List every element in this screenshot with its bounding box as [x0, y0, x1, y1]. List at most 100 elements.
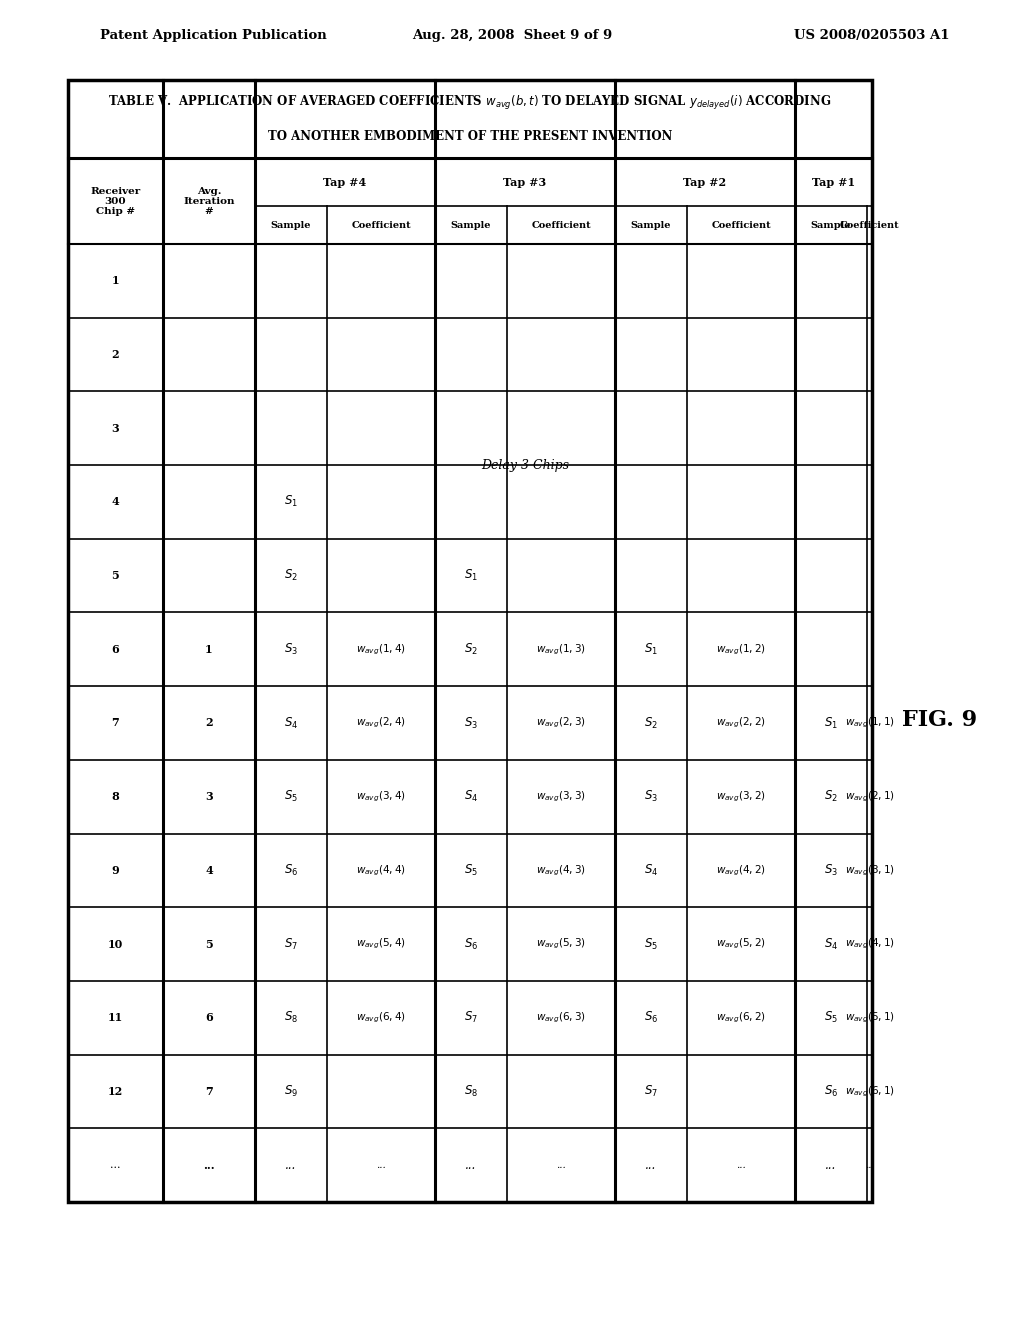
Text: 1: 1 [205, 644, 213, 655]
Text: 4: 4 [205, 865, 213, 876]
Text: 5: 5 [112, 570, 120, 581]
Text: Tap #1: Tap #1 [812, 177, 855, 187]
Text: $\mathit{S}_{1}$: $\mathit{S}_{1}$ [284, 495, 298, 510]
Text: $\mathit{S}_{1}$: $\mathit{S}_{1}$ [824, 715, 838, 730]
Text: $\mathit{w}_{avg}(5,3)$: $\mathit{w}_{avg}(5,3)$ [537, 937, 586, 952]
Text: $\mathit{w}_{avg}(5,2)$: $\mathit{w}_{avg}(5,2)$ [716, 937, 766, 952]
Text: Coefficient: Coefficient [351, 220, 411, 230]
Text: Aug. 28, 2008  Sheet 9 of 9: Aug. 28, 2008 Sheet 9 of 9 [412, 29, 612, 41]
Text: $\mathit{w}_{avg}(5,1)$: $\mathit{w}_{avg}(5,1)$ [845, 1011, 894, 1024]
Text: $\mathit{w}_{avg}(3,4)$: $\mathit{w}_{avg}(3,4)$ [356, 789, 406, 804]
Text: $\mathit{S}_{5}$: $\mathit{S}_{5}$ [644, 936, 658, 952]
Text: Receiver: Receiver [90, 186, 140, 195]
Text: $\mathit{S}_{3}$: $\mathit{S}_{3}$ [284, 642, 298, 657]
Text: $\mathit{S}_{2}$: $\mathit{S}_{2}$ [464, 642, 478, 657]
Text: $\mathit{w}_{avg}(4,3)$: $\mathit{w}_{avg}(4,3)$ [537, 863, 586, 878]
Text: $\mathit{S}_{3}$: $\mathit{S}_{3}$ [644, 789, 658, 804]
Text: $\mathit{S}_{5}$: $\mathit{S}_{5}$ [824, 1010, 838, 1026]
Text: $\mathit{w}_{avg}(5,4)$: $\mathit{w}_{avg}(5,4)$ [356, 937, 406, 952]
Text: $\mathit{S}_{5}$: $\mathit{S}_{5}$ [464, 863, 478, 878]
Text: $\mathit{w}_{avg}(3,1)$: $\mathit{w}_{avg}(3,1)$ [845, 863, 894, 878]
Text: 12: 12 [108, 1086, 123, 1097]
Text: $\mathit{S}_{3}$: $\mathit{S}_{3}$ [824, 863, 838, 878]
Text: Chip #: Chip # [96, 206, 135, 215]
Text: $\mathit{S}_{7}$: $\mathit{S}_{7}$ [284, 936, 298, 952]
Text: ...: ... [203, 1160, 215, 1171]
Text: ...: ... [864, 1160, 874, 1170]
Text: Iteration: Iteration [183, 197, 234, 206]
Text: 6: 6 [205, 1012, 213, 1023]
Text: 6: 6 [112, 644, 120, 655]
Bar [68, 81, 872, 1203]
Text: $\mathit{S}_{1}$: $\mathit{S}_{1}$ [644, 642, 658, 657]
Text: $\mathit{w}_{avg}(1,3)$: $\mathit{w}_{avg}(1,3)$ [537, 642, 586, 656]
Text: $\mathit{w}_{avg}(1,2)$: $\mathit{w}_{avg}(1,2)$ [716, 642, 766, 656]
Text: Coefficient: Coefficient [531, 220, 591, 230]
Text: Tap #2: Tap #2 [683, 177, 727, 187]
Text: ...: ... [645, 1159, 656, 1172]
Text: $\mathit{S}_{8}$: $\mathit{S}_{8}$ [464, 1084, 478, 1100]
Text: $\mathit{w}_{avg}(1,1)$: $\mathit{w}_{avg}(1,1)$ [845, 715, 894, 730]
Text: Coefficient: Coefficient [840, 220, 899, 230]
Text: $\mathit{S}_{3}$: $\mathit{S}_{3}$ [464, 715, 478, 730]
Text: $\mathit{w}_{avg}(1,4)$: $\mathit{w}_{avg}(1,4)$ [356, 642, 406, 656]
Text: 9: 9 [112, 865, 120, 876]
Text: $\mathit{S}_{7}$: $\mathit{S}_{7}$ [644, 1084, 658, 1100]
Text: $\mathit{S}_{5}$: $\mathit{S}_{5}$ [284, 789, 298, 804]
Text: TO ANOTHER EMBODIMENT OF THE PRESENT INVENTION: TO ANOTHER EMBODIMENT OF THE PRESENT INV… [268, 131, 672, 144]
Text: $\mathit{w}_{avg}(6,1)$: $\mathit{w}_{avg}(6,1)$ [845, 1084, 894, 1098]
Text: 2: 2 [205, 718, 213, 729]
Text: $\mathit{w}_{avg}(2,2)$: $\mathit{w}_{avg}(2,2)$ [716, 715, 766, 730]
Text: $\mathit{w}_{avg}(3,3)$: $\mathit{w}_{avg}(3,3)$ [537, 789, 586, 804]
Text: US 2008/0205503 A1: US 2008/0205503 A1 [795, 29, 950, 41]
Text: 3: 3 [205, 791, 213, 803]
Text: $\mathit{w}_{avg}(4,4)$: $\mathit{w}_{avg}(4,4)$ [356, 863, 406, 878]
Text: 1: 1 [112, 276, 120, 286]
Text: 11: 11 [108, 1012, 123, 1023]
Text: Delay 3 Chips: Delay 3 Chips [481, 458, 569, 471]
Text: Sample: Sample [631, 220, 672, 230]
Text: 2: 2 [112, 348, 120, 360]
Text: $\mathit{S}_{2}$: $\mathit{S}_{2}$ [824, 789, 838, 804]
Text: $\mathit{S}_{4}$: $\mathit{S}_{4}$ [284, 715, 298, 730]
Text: ...: ... [465, 1159, 476, 1172]
Text: 300: 300 [104, 197, 126, 206]
Text: Coefficient: Coefficient [712, 220, 771, 230]
Text: $\mathit{w}_{avg}(4,1)$: $\mathit{w}_{avg}(4,1)$ [845, 937, 894, 952]
Text: $\mathit{S}_{6}$: $\mathit{S}_{6}$ [464, 936, 478, 952]
Text: 10: 10 [108, 939, 123, 949]
Text: 7: 7 [112, 718, 120, 729]
Text: Avg.: Avg. [197, 186, 221, 195]
Text: $\mathit{w}_{avg}(2,1)$: $\mathit{w}_{avg}(2,1)$ [845, 789, 894, 804]
Text: $\mathit{S}_{4}$: $\mathit{S}_{4}$ [824, 936, 838, 952]
Text: 7: 7 [205, 1086, 213, 1097]
Text: $\mathit{S}_{6}$: $\mathit{S}_{6}$ [644, 1010, 658, 1026]
Text: Tap #3: Tap #3 [504, 177, 547, 187]
Text: $\mathit{w}_{avg}(6,2)$: $\mathit{w}_{avg}(6,2)$ [716, 1011, 766, 1024]
Text: $\mathit{S}_{2}$: $\mathit{S}_{2}$ [284, 568, 298, 583]
Text: $\mathit{w}_{avg}(6,3)$: $\mathit{w}_{avg}(6,3)$ [537, 1011, 586, 1024]
Text: 3: 3 [112, 422, 120, 434]
Text: 4: 4 [112, 496, 120, 507]
Text: Sample: Sample [270, 220, 311, 230]
Text: $\mathit{S}_{2}$: $\mathit{S}_{2}$ [644, 715, 658, 730]
Text: $\mathit{S}_{8}$: $\mathit{S}_{8}$ [284, 1010, 298, 1026]
Text: $\mathit{w}_{avg}(2,4)$: $\mathit{w}_{avg}(2,4)$ [356, 715, 406, 730]
Text: Tap #4: Tap #4 [324, 177, 367, 187]
Text: #: # [205, 206, 213, 215]
Text: $\mathit{S}_{4}$: $\mathit{S}_{4}$ [644, 863, 658, 878]
Text: $\mathit{S}_{9}$: $\mathit{S}_{9}$ [284, 1084, 298, 1100]
Text: $\mathit{S}_{6}$: $\mathit{S}_{6}$ [824, 1084, 838, 1100]
Text: Patent Application Publication: Patent Application Publication [100, 29, 327, 41]
Text: $\mathit{w}_{avg}(3,2)$: $\mathit{w}_{avg}(3,2)$ [716, 789, 766, 804]
Text: ...: ... [825, 1159, 837, 1172]
Text: $\mathit{w}_{avg}(6,4)$: $\mathit{w}_{avg}(6,4)$ [356, 1011, 406, 1024]
Text: $\mathit{S}_{4}$: $\mathit{S}_{4}$ [464, 789, 478, 804]
Text: $\mathit{w}_{avg}(4,2)$: $\mathit{w}_{avg}(4,2)$ [716, 863, 766, 878]
Text: Sample: Sample [451, 220, 492, 230]
Text: TABLE V.  APPLICATION OF AVERAGED COEFFICIENTS $\mathit{w}_{avg}(b,t)$ TO DELAYE: TABLE V. APPLICATION OF AVERAGED COEFFIC… [109, 94, 831, 112]
Text: 8: 8 [112, 791, 120, 803]
Text: Sample: Sample [811, 220, 851, 230]
Text: FIG. 9: FIG. 9 [902, 709, 978, 731]
Text: ...: ... [286, 1159, 297, 1172]
